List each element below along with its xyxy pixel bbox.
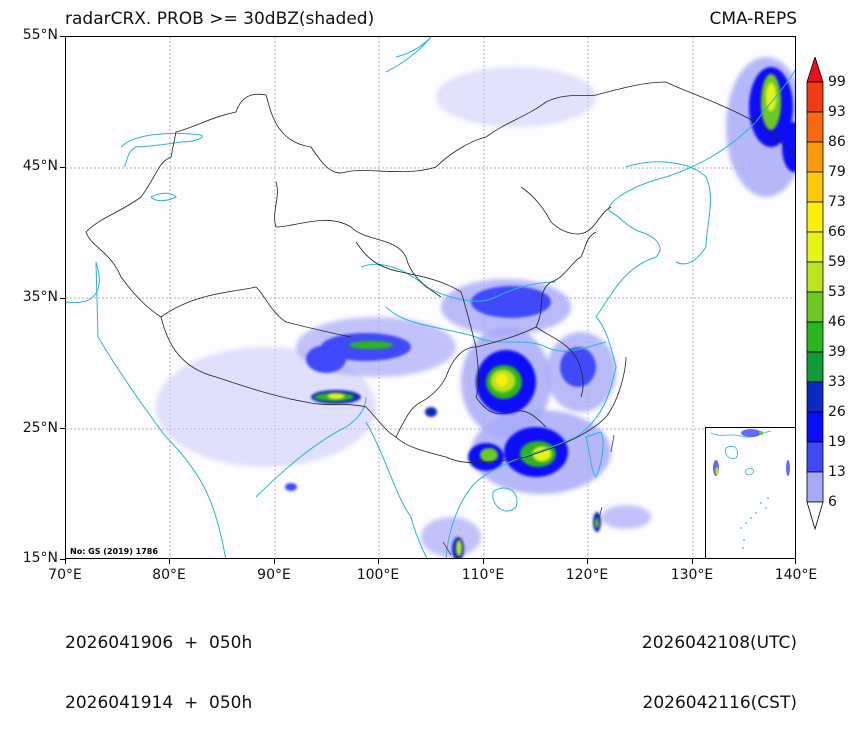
xtick-90e: 90°E (257, 567, 291, 583)
ytick-mark (60, 36, 65, 37)
cbar-label-53: 53 (828, 284, 846, 300)
valid-time-utc: 2026042108(UTC) (641, 633, 797, 653)
cbar-label-13: 13 (828, 464, 846, 480)
xtick-mark (169, 559, 170, 564)
map-approval-number: No: GS (2019) 1786 (70, 547, 158, 556)
cbar-label-19: 19 (828, 434, 846, 450)
cbar-label-86: 86 (828, 134, 846, 150)
model-name: CMA-REPS (709, 9, 797, 29)
cbar-label-46: 46 (828, 314, 846, 330)
ytick-35n: 35°N (22, 289, 58, 305)
ytick-15n: 15°N (22, 550, 58, 566)
cbar-label-33: 33 (828, 374, 846, 390)
xtick-mark (692, 559, 693, 564)
xtick-mark (795, 559, 796, 564)
country-borders (85, 81, 795, 464)
chart-title: radarCRX. PROB >= 30dBZ(shaded) (65, 9, 375, 29)
xtick-120e: 120°E (565, 567, 609, 583)
ytick-mark (60, 428, 65, 429)
dash-marks (442, 434, 615, 556)
ytick-mark (60, 298, 65, 299)
map-plot-area: No: GS (2019) 1786 (65, 36, 796, 559)
cbar-label-26: 26 (828, 404, 846, 420)
valid-time-cst: 2026042116(CST) (642, 693, 797, 713)
xtick-mark (483, 559, 484, 564)
cbar-label-39: 39 (828, 344, 846, 360)
ytick-45n: 45°N (22, 158, 58, 174)
cbar-label-99: 99 (828, 74, 846, 90)
colorbar-svg (806, 55, 824, 531)
init-time-cst: 2026041914 + 050h (65, 693, 253, 713)
ytick-55n: 55°N (22, 27, 58, 43)
init-time-utc: 2026041906 + 050h (65, 633, 253, 653)
ytick-25n: 25°N (22, 420, 58, 436)
map-canvas (66, 37, 795, 558)
xtick-70e: 70°E (48, 567, 82, 583)
colorbar-segments (806, 81, 824, 503)
cbar-label-59: 59 (828, 254, 846, 270)
cbar-label-66: 66 (828, 224, 846, 240)
south-china-sea-inset (705, 427, 795, 558)
over-triangle (806, 55, 824, 83)
init-time-block: 2026041906 + 050h 2026041914 + 050h (65, 593, 252, 733)
xtick-100e: 100°E (356, 567, 400, 583)
gridlines (66, 37, 795, 558)
cbar-label-93: 93 (828, 104, 846, 120)
cbar-label-73: 73 (828, 194, 846, 210)
ytick-mark (60, 559, 65, 560)
ytick-mark (60, 167, 65, 168)
xtick-130e: 130°E (670, 567, 714, 583)
xtick-110e: 110°E (461, 567, 505, 583)
valid-time-block: 2026042108(UTC) 2026042116(CST) (642, 593, 797, 733)
xtick-mark (274, 559, 275, 564)
under-triangle (806, 501, 824, 531)
cbar-label-6: 6 (828, 494, 837, 510)
xtick-mark (587, 559, 588, 564)
colorbar (806, 55, 824, 537)
cbar-label-79: 79 (828, 164, 846, 180)
xtick-140e: 140°E (774, 567, 818, 583)
xtick-mark (378, 559, 379, 564)
coastlines (66, 37, 795, 558)
inset-canvas (710, 429, 790, 549)
xtick-80e: 80°E (152, 567, 186, 583)
xtick-mark (65, 559, 66, 564)
